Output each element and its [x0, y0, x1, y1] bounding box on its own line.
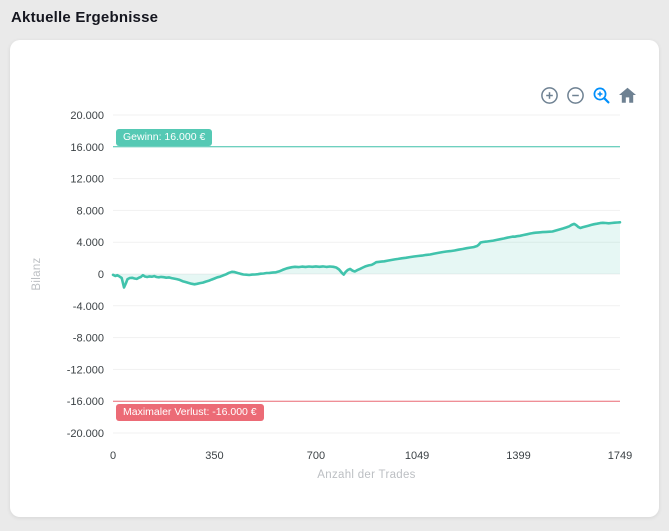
zoom-in-icon[interactable] — [540, 86, 559, 105]
page-title: Aktuelle Ergebnisse — [11, 9, 159, 26]
svg-text:4.000: 4.000 — [76, 237, 104, 249]
svg-text:1749: 1749 — [608, 450, 632, 462]
svg-text:1399: 1399 — [506, 450, 530, 462]
svg-text:-20.000: -20.000 — [67, 428, 104, 440]
svg-text:12.000: 12.000 — [70, 174, 104, 186]
gewinn-annotation-label: Gewinn: 16.000 € — [116, 129, 213, 146]
svg-text:-8.000: -8.000 — [73, 333, 104, 345]
balance-chart[interactable]: 20.000 16.000 12.000 8.000 4.000 0 -4.000 -8.00… — [10, 40, 659, 517]
max-verlust-annotation-label: Maximaler Verlust: -16.000 € — [116, 404, 264, 421]
svg-text:0: 0 — [98, 269, 104, 281]
svg-text:700: 700 — [307, 450, 325, 462]
svg-text:Anzahl der Trades: Anzahl der Trades — [317, 469, 415, 481]
chart-toolbar — [540, 86, 637, 105]
chart-card: 20.000 16.000 12.000 8.000 4.000 0 -4.000 -8.00… — [10, 40, 659, 517]
home-icon[interactable] — [618, 86, 637, 105]
svg-text:Bilanz: Bilanz — [31, 257, 43, 290]
svg-text:-12.000: -12.000 — [67, 364, 104, 376]
svg-text:20.000: 20.000 — [70, 110, 104, 122]
svg-text:16.000: 16.000 — [70, 142, 104, 154]
svg-text:-4.000: -4.000 — [73, 301, 104, 313]
svg-text:350: 350 — [205, 450, 223, 462]
svg-text:0: 0 — [110, 450, 116, 462]
svg-text:-16.000: -16.000 — [67, 396, 104, 408]
selection-zoom-icon[interactable] — [592, 86, 611, 105]
svg-text:8.000: 8.000 — [76, 205, 104, 217]
zoom-out-icon[interactable] — [566, 86, 585, 105]
svg-text:1049: 1049 — [405, 450, 429, 462]
